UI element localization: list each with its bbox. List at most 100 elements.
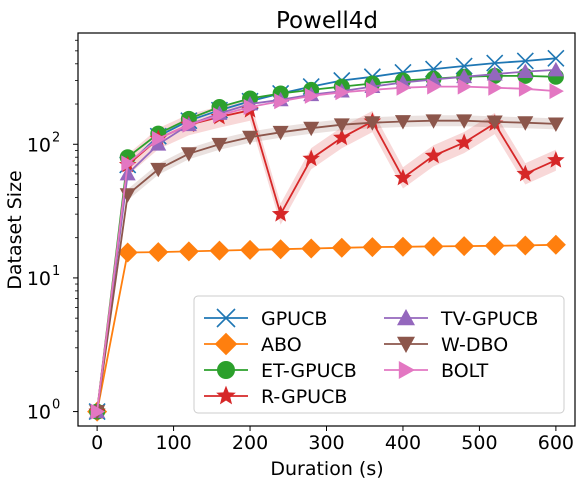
data-point — [301, 238, 322, 259]
data-point — [518, 80, 534, 97]
x-tick-label: 600 — [538, 432, 574, 454]
y-tick-label: 10 — [27, 402, 51, 424]
y-tick-exponent: 2 — [52, 130, 60, 145]
x-tick-label: 400 — [385, 432, 421, 454]
data-point — [364, 116, 381, 131]
y-axis-label: Dataset Size — [4, 170, 26, 289]
data-point — [516, 52, 534, 70]
data-point — [243, 99, 259, 116]
data-point — [331, 237, 352, 258]
legend-label: R-GPUCB — [261, 386, 347, 408]
data-point — [394, 168, 412, 186]
data-point — [547, 151, 565, 168]
data-point — [517, 63, 534, 78]
data-point — [427, 78, 442, 95]
data-point — [150, 136, 167, 151]
legend: GPUCB ABO ET-GPUCB R-GPUCB TV-GPUCB W-DBO BOLT — [193, 295, 565, 414]
legend-entry: ET-GPUCB — [204, 360, 357, 382]
x-axis-label: Duration (s) — [270, 458, 383, 480]
legend-entry: GPUCB — [204, 308, 327, 330]
data-point — [242, 130, 259, 146]
data-point — [119, 165, 136, 181]
series-line — [96, 57, 556, 412]
data-point — [304, 87, 320, 104]
data-point — [178, 241, 199, 262]
data-point — [454, 236, 475, 257]
legend-marker — [216, 385, 236, 405]
legend-marker — [397, 336, 415, 353]
x-tick-label: 500 — [461, 432, 497, 454]
x-tick-label: 100 — [155, 432, 191, 454]
legend-entry: BOLT — [384, 360, 489, 382]
legend-entry: R-GPUCB — [204, 385, 347, 408]
legend-label: ET-GPUCB — [261, 360, 357, 382]
x-tick-label: 200 — [232, 432, 268, 454]
data-point — [274, 93, 289, 110]
legend-entry: TV-GPUCB — [384, 308, 538, 330]
data-point — [90, 403, 106, 420]
data-point — [392, 236, 413, 257]
data-point — [517, 116, 534, 131]
data-point — [486, 66, 503, 81]
legend-entry: ABO — [204, 332, 302, 356]
y-tick-label: 10 — [27, 268, 51, 290]
data-point — [456, 114, 473, 129]
data-point — [121, 155, 136, 172]
data-point — [515, 235, 536, 256]
data-point — [362, 237, 383, 258]
series-line — [96, 243, 556, 412]
data-point — [457, 78, 473, 95]
y-tick-label: 10 — [27, 134, 51, 156]
data-point — [333, 128, 351, 146]
chart-title: Powell4d — [276, 8, 378, 34]
data-point — [486, 54, 504, 72]
legend-marker — [214, 332, 238, 356]
data-point — [488, 79, 503, 96]
data-point — [365, 81, 381, 98]
data-point — [211, 137, 228, 153]
legend-label: ABO — [261, 334, 302, 356]
data-point — [396, 79, 411, 96]
x-tick-label: 0 — [91, 432, 103, 454]
y-tick-exponent: 0 — [52, 398, 60, 413]
data-point — [547, 49, 565, 67]
data-point — [148, 242, 169, 263]
y-tick-exponent: 1 — [52, 264, 60, 279]
data-point — [335, 84, 350, 101]
data-point — [547, 61, 564, 77]
series-bolt — [90, 78, 564, 420]
data-point — [151, 130, 167, 147]
series-abo — [87, 234, 566, 422]
data-point — [333, 118, 350, 133]
data-point — [303, 121, 320, 137]
data-point — [180, 147, 197, 162]
data-point — [209, 240, 230, 261]
legend-label: BOLT — [441, 360, 489, 382]
data-point — [213, 107, 228, 124]
legend-marker — [397, 309, 415, 326]
data-point — [302, 149, 320, 167]
data-point — [545, 234, 566, 255]
data-point — [272, 125, 289, 141]
data-point — [425, 114, 442, 129]
data-point — [424, 146, 443, 164]
data-point — [150, 162, 167, 178]
data-point — [394, 115, 411, 130]
data-point — [455, 133, 473, 150]
data-point — [456, 68, 473, 84]
data-point — [547, 117, 564, 132]
legend-label: GPUCB — [261, 308, 327, 330]
data-point — [423, 236, 444, 257]
data-point — [486, 115, 503, 130]
legend-marker — [216, 308, 236, 328]
data-point — [516, 164, 535, 182]
series-line — [96, 85, 556, 412]
data-point — [117, 242, 138, 263]
data-point — [484, 235, 505, 256]
data-point — [271, 204, 290, 222]
series-line — [96, 119, 556, 412]
legend-label: TV-GPUCB — [440, 308, 538, 330]
legend-entry: W-DBO — [384, 334, 508, 356]
series-line — [96, 69, 556, 412]
